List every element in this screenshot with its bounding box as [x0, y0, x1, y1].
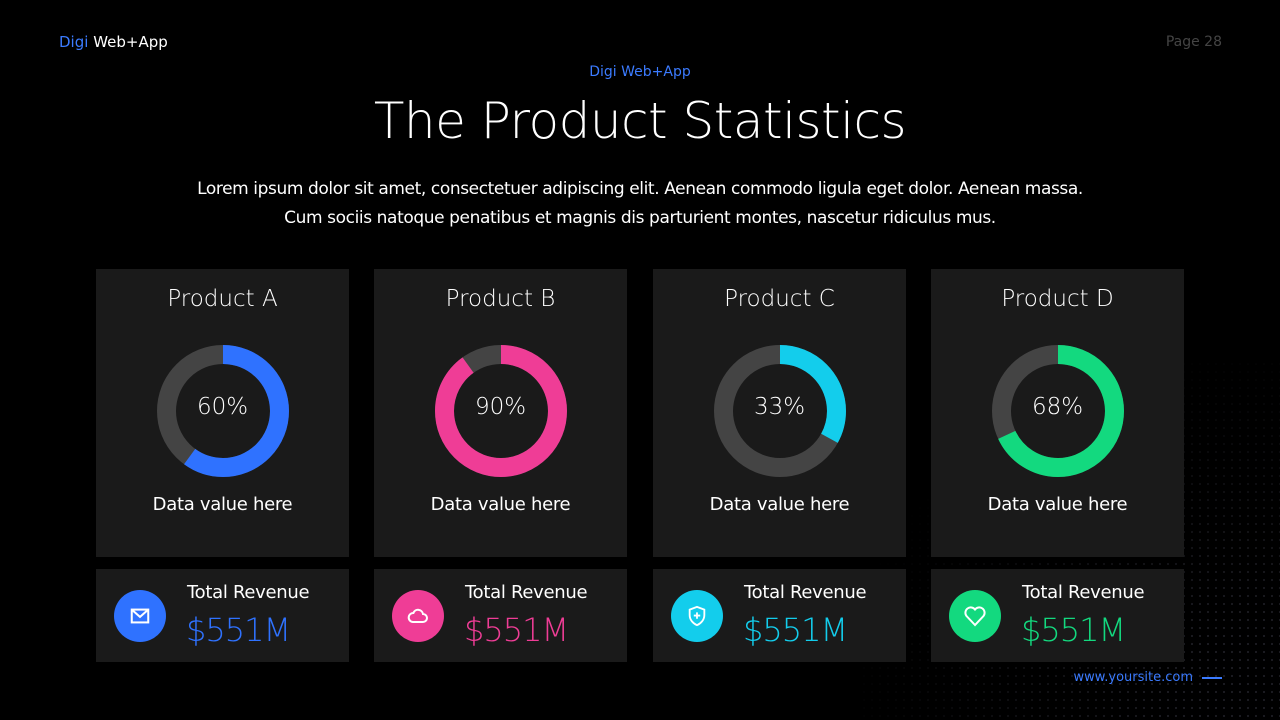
page-number: Page 28	[1165, 34, 1222, 50]
percent-label: 68%	[1031, 394, 1084, 420]
revenue-card: Total Revenue $551M	[931, 569, 1184, 662]
product-card: Product C 33% Data value here	[653, 269, 906, 557]
product-name: Product D	[1001, 286, 1114, 312]
revenue-value: $551M	[1021, 611, 1126, 649]
brand-accent: Digi	[59, 33, 89, 51]
product-card: Product B 90% Data value here	[374, 269, 627, 557]
product-name: Product A	[167, 286, 278, 312]
brand: Digi Web+App	[59, 33, 168, 51]
revenue-value: $551M	[464, 611, 569, 649]
donut-value-arc	[992, 345, 1124, 477]
revenue-card: Total Revenue $551M	[653, 569, 906, 662]
page-title: The Product Statistics	[373, 92, 907, 150]
heart-icon	[949, 590, 1001, 642]
product-card: Product A 60% Data value here	[96, 269, 349, 557]
data-caption: Data value here	[709, 494, 850, 515]
cloud-icon	[392, 590, 444, 642]
donut-chart	[714, 345, 846, 477]
product-name: Product B	[445, 286, 556, 312]
site-link[interactable]: www.yoursite.com	[1074, 670, 1222, 685]
shield-plus-icon	[671, 590, 723, 642]
percent-label: 90%	[474, 394, 527, 420]
brand-rest: Web+App	[88, 33, 168, 51]
description-line: Cum sociis natoque penatibus et magnis d…	[284, 208, 996, 228]
mail-icon	[114, 590, 166, 642]
percent-label: 60%	[196, 394, 249, 420]
donut-chart	[992, 345, 1124, 477]
subtitle: Digi Web+App	[589, 64, 691, 80]
percent-label: 33%	[753, 394, 806, 420]
donut-value-arc	[157, 345, 289, 477]
revenue-label: Total Revenue	[744, 582, 867, 603]
revenue-label: Total Revenue	[465, 582, 588, 603]
revenue-value: $551M	[743, 611, 848, 649]
donut-chart	[157, 345, 289, 477]
product-card: Product D 68% Data value here	[931, 269, 1184, 557]
description: Lorem ipsum dolor sit amet, consectetuer…	[0, 175, 1280, 233]
donut-value-arc	[714, 345, 846, 477]
donut-value-arc	[435, 345, 567, 477]
description-line: Lorem ipsum dolor sit amet, consectetuer…	[197, 179, 1083, 199]
data-caption: Data value here	[987, 494, 1128, 515]
data-caption: Data value here	[430, 494, 571, 515]
revenue-card: Total Revenue $551M	[374, 569, 627, 662]
revenue-card: Total Revenue $551M	[96, 569, 349, 662]
product-name: Product C	[724, 286, 835, 312]
revenue-label: Total Revenue	[187, 582, 310, 603]
data-caption: Data value here	[152, 494, 293, 515]
revenue-value: $551M	[186, 611, 291, 649]
revenue-label: Total Revenue	[1022, 582, 1145, 603]
donut-chart	[435, 345, 567, 477]
